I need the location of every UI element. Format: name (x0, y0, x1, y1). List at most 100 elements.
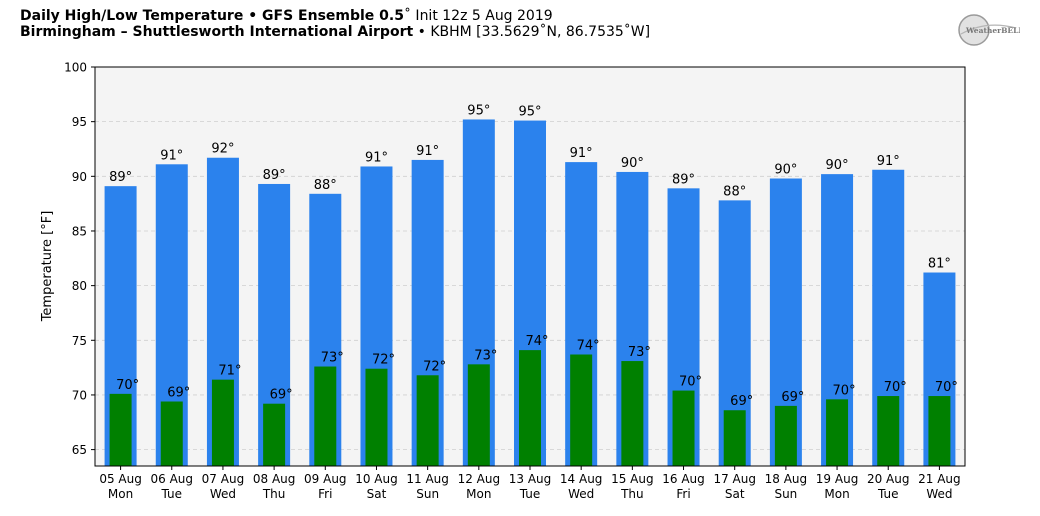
x-tick-weekday: Sat (367, 487, 387, 501)
y-tick-label: 95 (72, 115, 87, 129)
low-temp-bar (109, 393, 132, 466)
title-init: ˚ Init 12z 5 Aug 2019 (403, 8, 553, 24)
low-temp-label: 74° (525, 334, 548, 349)
low-temp-bar (723, 410, 746, 466)
high-temp-label: 95° (467, 103, 490, 118)
low-temp-label: 70° (679, 375, 702, 390)
x-tick-date: 16 Aug (662, 472, 705, 486)
x-tick-date: 13 Aug (509, 472, 552, 486)
low-temp-bar (211, 379, 234, 466)
low-temp-bar (877, 396, 900, 466)
x-tick-weekday: Sat (725, 487, 745, 501)
x-tick-weekday: Fri (318, 487, 332, 501)
high-temp-label: 91° (570, 146, 593, 161)
low-temp-label: 73° (628, 345, 651, 360)
low-temp-label: 73° (321, 351, 344, 366)
low-temp-bar (774, 405, 797, 466)
low-temp-bar (263, 403, 286, 466)
logo-globe-icon (958, 14, 990, 46)
low-temp-label: 69° (167, 386, 190, 401)
y-tick-label: 80 (72, 279, 87, 293)
low-temp-bar (519, 350, 541, 466)
low-temp-bar (621, 361, 644, 466)
title-main: Daily High/Low Temperature • GFS Ensembl… (20, 8, 404, 24)
x-tick-weekday: Tue (519, 487, 541, 501)
title-line-2: Birmingham – Shuttlesworth International… (20, 24, 650, 40)
high-temp-label: 92° (211, 142, 234, 157)
station-info: • KBHM [33.5629˚N, 86.7535˚W] (413, 24, 651, 40)
low-temp-bar (416, 375, 439, 466)
high-temp-label: 90° (774, 163, 797, 178)
low-temp-bar (467, 364, 490, 466)
high-temp-label: 90° (826, 158, 849, 173)
x-tick-date: 15 Aug (611, 472, 654, 486)
low-temp-label: 72° (423, 359, 446, 374)
y-tick-label: 65 (72, 443, 87, 457)
high-temp-label: 95° (518, 105, 541, 120)
weatherbell-logo: WeatherBELL (958, 14, 1020, 46)
low-temp-bar (826, 399, 849, 466)
high-temp-label: 91° (160, 148, 183, 163)
low-temp-label: 70° (935, 380, 958, 395)
low-temp-label: 70° (884, 380, 907, 395)
x-tick-date: 11 Aug (406, 472, 449, 486)
low-temp-label: 73° (474, 348, 497, 363)
x-tick-weekday: Wed (210, 487, 236, 501)
x-tick-date: 21 Aug (918, 472, 961, 486)
low-temp-bar (672, 390, 695, 466)
high-temp-label: 91° (877, 154, 900, 169)
y-tick-label: 70 (72, 388, 87, 402)
x-tick-weekday: Fri (676, 487, 690, 501)
x-tick-date: 10 Aug (355, 472, 398, 486)
x-tick-date: 05 Aug (99, 472, 142, 486)
x-tick-date: 12 Aug (458, 472, 501, 486)
x-tick-weekday: Thu (262, 487, 286, 501)
x-tick-date: 14 Aug (560, 472, 603, 486)
bars (104, 119, 956, 467)
low-temp-label: 69° (730, 394, 753, 409)
x-tick-weekday: Wed (568, 487, 594, 501)
low-temp-label: 71° (218, 364, 241, 379)
low-temp-bar (365, 368, 388, 466)
x-tick-date: 19 Aug (816, 472, 859, 486)
logo-text: WeatherBELL (965, 26, 1020, 35)
x-tick-weekday: Mon (824, 487, 849, 501)
logo-swoosh (960, 24, 1017, 35)
x-tick-weekday: Sun (774, 487, 797, 501)
x-tick-date: 08 Aug (253, 472, 296, 486)
title-line-1: Daily High/Low Temperature • GFS Ensembl… (20, 8, 650, 24)
low-temp-label: 70° (116, 378, 139, 393)
x-tick-date: 07 Aug (202, 472, 245, 486)
high-temp-label: 91° (365, 150, 388, 165)
high-temp-label: 89° (109, 170, 132, 185)
x-tick-date: 17 Aug (713, 472, 756, 486)
x-tick-weekday: Wed (926, 487, 952, 501)
high-temp-label: 89° (672, 172, 695, 187)
low-temp-label: 70° (833, 383, 856, 398)
x-tick-weekday: Tue (161, 487, 183, 501)
low-temp-label: 72° (372, 353, 395, 368)
low-temp-bar (570, 354, 593, 466)
y-tick-label: 75 (72, 334, 87, 348)
high-temp-label: 88° (723, 184, 746, 199)
y-tick-label: 90 (72, 170, 87, 184)
x-tick-date: 06 Aug (151, 472, 194, 486)
y-axis-label: Temperature [°F] (40, 211, 55, 323)
data-labels: 89° 70° 91° 69° 92° 71° 89° 69° 88° 73° 91° 72° 91° 7… (109, 103, 958, 409)
high-temp-label: 88° (314, 178, 337, 193)
location-name: Birmingham – Shuttlesworth International… (20, 24, 414, 40)
x-tick-date: 18 Aug (765, 472, 808, 486)
high-temp-label: 90° (621, 156, 644, 171)
x-tick-weekday: Mon (466, 487, 491, 501)
low-temp-label: 69° (270, 388, 293, 403)
high-temp-label: 91° (416, 144, 439, 159)
chart-title: Daily High/Low Temperature • GFS Ensembl… (20, 8, 650, 40)
y-tick-label: 100 (64, 61, 87, 75)
x-tick-weekday: Sun (416, 487, 439, 501)
low-temp-bar (928, 396, 951, 466)
low-temp-label: 74° (577, 338, 600, 353)
x-tick-weekday: Tue (877, 487, 899, 501)
low-temp-bar (314, 366, 337, 466)
